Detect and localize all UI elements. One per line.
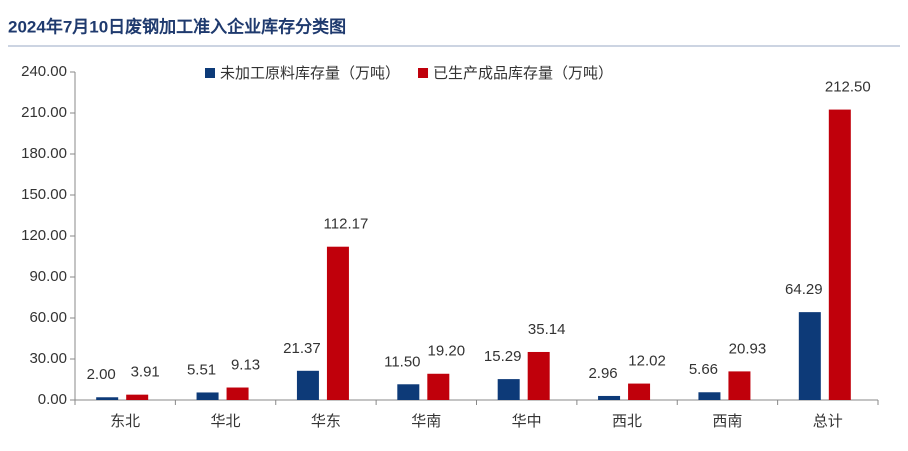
x-tick-label: 总计 [813, 413, 843, 430]
bar [126, 394, 149, 400]
bar [527, 351, 550, 400]
bar [296, 370, 319, 400]
bar [698, 392, 721, 400]
value-label: 19.20 [428, 343, 466, 360]
value-label: 11.50 [384, 353, 420, 370]
bar [798, 312, 821, 400]
x-tick-label: 华北 [211, 413, 241, 430]
bar [196, 392, 219, 400]
value-label: 2.96 [588, 365, 617, 382]
value-label: 15.29 [484, 348, 522, 365]
y-tick-label: 180.00 [21, 145, 67, 162]
x-tick-label: 华南 [411, 413, 441, 430]
bar [326, 246, 349, 400]
value-label: 212.50 [825, 79, 871, 96]
value-label: 5.51 [187, 361, 216, 378]
value-label: 35.14 [528, 321, 566, 338]
value-label: 20.93 [729, 340, 767, 357]
bar [397, 384, 420, 400]
bar [96, 397, 119, 400]
value-label: 2.00 [87, 366, 116, 383]
value-label: 21.37 [283, 340, 321, 357]
bar [598, 395, 621, 400]
legend-swatch [418, 68, 429, 78]
y-tick-label: 210.00 [21, 104, 67, 121]
x-tick-label: 东北 [110, 413, 140, 430]
bar [427, 373, 450, 400]
bar [497, 379, 520, 400]
chart-title: 2024年7月10日废钢加工准入企业库存分类图 [8, 16, 346, 36]
value-label: 3.91 [131, 364, 160, 381]
bar [728, 371, 751, 400]
bar [226, 387, 249, 400]
y-tick-label: 0.00 [38, 391, 67, 408]
x-tick-label: 华中 [512, 413, 542, 430]
legend-label: 未加工原料库存量（万吨） [220, 65, 400, 82]
bar [628, 383, 651, 400]
legend-label: 已生产成品库存量（万吨） [433, 65, 613, 82]
value-label: 12.02 [628, 353, 666, 370]
x-tick-label: 西北 [612, 413, 642, 430]
value-label: 5.66 [689, 361, 718, 378]
y-tick-label: 150.00 [21, 186, 67, 203]
y-tick-label: 90.00 [29, 268, 67, 285]
value-label: 9.13 [231, 356, 260, 373]
y-tick-label: 60.00 [29, 309, 67, 326]
x-tick-label: 西南 [712, 413, 742, 430]
y-tick-label: 30.00 [29, 350, 67, 367]
y-tick-label: 240.00 [21, 63, 67, 80]
y-tick-label: 120.00 [21, 227, 67, 244]
bar [828, 109, 851, 400]
value-label: 112.17 [324, 216, 369, 233]
legend-swatch [205, 68, 215, 78]
value-label: 64.29 [785, 281, 823, 298]
x-tick-label: 华东 [311, 413, 341, 430]
